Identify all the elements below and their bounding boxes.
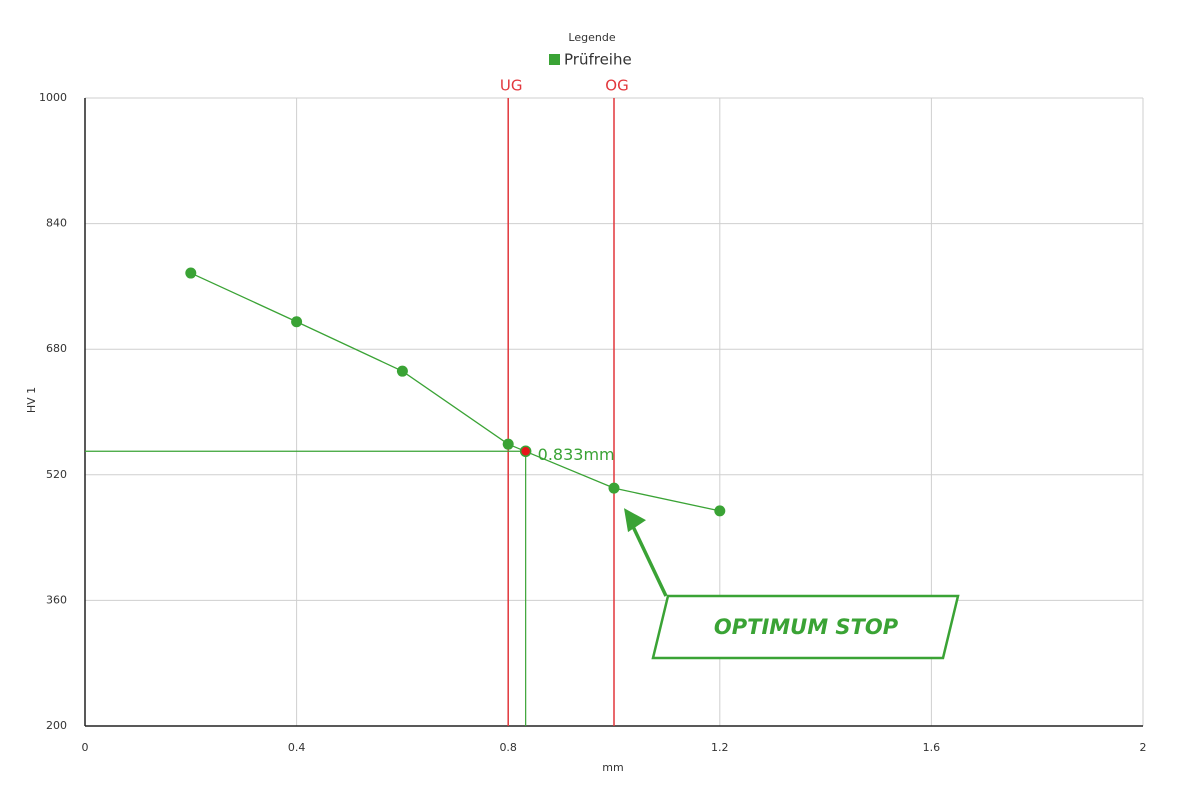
- legend-title: Legende: [568, 31, 615, 44]
- y-tick-label: 360: [46, 593, 67, 606]
- data-point: [396, 365, 408, 377]
- annotation-text: OPTIMUM STOP: [714, 615, 899, 639]
- legend-swatch: [549, 54, 560, 65]
- y-axis-label: HV 1: [25, 387, 38, 413]
- y-tick-label: 680: [46, 342, 67, 355]
- data-point: [608, 482, 620, 494]
- x-tick-label: 0: [82, 741, 89, 754]
- annotation-box: [651, 594, 960, 660]
- data-point: [291, 316, 303, 328]
- annotation-arrowhead: [624, 508, 646, 533]
- data-point: [185, 267, 197, 279]
- annotation-arrow: [628, 519, 668, 597]
- y-tick-label: 200: [46, 719, 67, 732]
- y-tick-label: 1000: [39, 91, 67, 104]
- x-tick-label: 2: [1140, 741, 1147, 754]
- data-point: [714, 505, 726, 517]
- limit-label: UG: [500, 77, 523, 95]
- x-tick-label: 0.8: [499, 741, 517, 754]
- y-tick-label: 520: [46, 468, 67, 481]
- legend-label: Prüfreihe: [564, 51, 632, 69]
- marker-point: [519, 445, 532, 457]
- x-axis-label: mm: [602, 761, 623, 774]
- x-tick-label: 1.2: [711, 741, 729, 754]
- x-tick-label: 0.4: [288, 741, 306, 754]
- data-point: [502, 438, 514, 450]
- x-tick-label: 1.6: [923, 741, 941, 754]
- limit-label: OG: [605, 77, 628, 95]
- series-line: [190, 272, 720, 512]
- marker-label: 0.833mm: [538, 445, 615, 464]
- y-tick-label: 840: [46, 217, 67, 230]
